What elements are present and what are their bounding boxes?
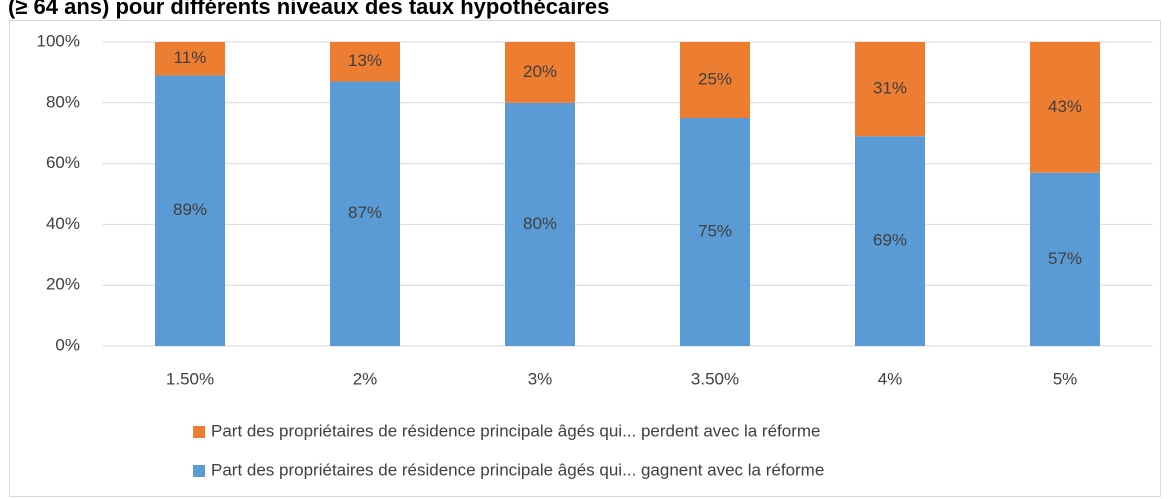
bar-segment (330, 81, 400, 347)
legend-swatch (193, 465, 205, 477)
data-label: 89% (173, 200, 207, 219)
data-label: 20% (523, 62, 557, 81)
x-tick-label: 5% (1053, 369, 1078, 388)
data-label: 87% (348, 203, 382, 222)
bar-segment (855, 42, 925, 137)
legend-label: Part des propriétaires de résidence prin… (211, 460, 824, 479)
data-label: 25% (698, 69, 732, 88)
legend-swatch (193, 426, 205, 438)
bar-segment (505, 42, 575, 103)
bar-segment (1030, 42, 1100, 173)
data-label: 69% (873, 231, 907, 250)
y-tick-label: 80% (46, 92, 80, 111)
y-tick-label: 40% (46, 214, 80, 233)
bar-segment (680, 118, 750, 346)
data-label: 13% (348, 51, 382, 70)
x-tick-label: 4% (878, 369, 903, 388)
data-label: 57% (1048, 249, 1082, 268)
y-tick-label: 20% (46, 275, 80, 294)
chart-frame (9, 20, 1161, 497)
x-tick-label: 1.50% (166, 369, 214, 388)
bar-segment (155, 42, 225, 76)
bar-segment (155, 75, 225, 346)
bar-segment (680, 42, 750, 118)
x-tick-label: 3% (528, 369, 553, 388)
legend-label: Part des propriétaires de résidence prin… (211, 421, 821, 440)
bar-segment (855, 136, 925, 346)
chart-title: (≥ 64 ans) pour différents niveaux des t… (8, 0, 609, 19)
bar-segment (1030, 172, 1100, 346)
x-tick-label: 2% (353, 369, 378, 388)
data-label: 11% (174, 48, 207, 67)
data-label: 80% (523, 214, 557, 233)
bar-segment (505, 102, 575, 346)
bar-segment (330, 42, 400, 82)
y-tick-label: 0% (55, 335, 80, 354)
data-label: 75% (698, 221, 732, 240)
y-tick-label: 60% (46, 153, 80, 172)
data-label: 31% (873, 79, 907, 98)
x-tick-label: 3.50% (691, 369, 739, 388)
data-label: 43% (1048, 97, 1082, 116)
y-tick-label: 100% (37, 31, 80, 50)
